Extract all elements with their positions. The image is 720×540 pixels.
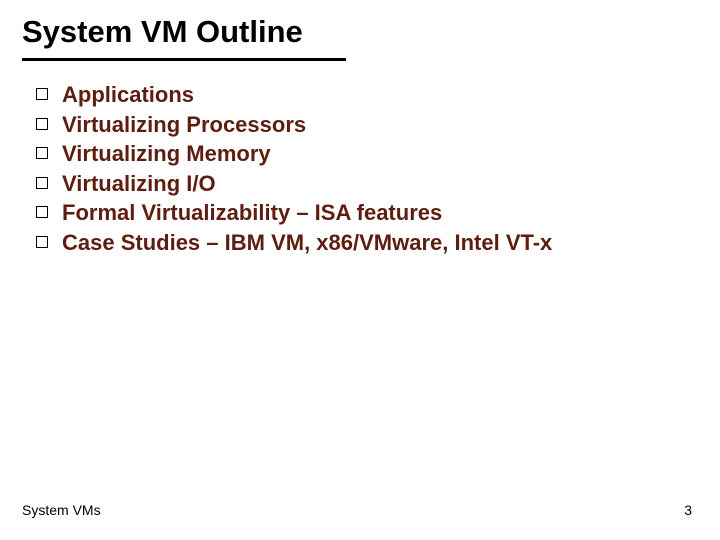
list-item: Virtualizing Processors <box>36 111 698 139</box>
footer: System VMs 3 <box>22 502 692 518</box>
slide-title: System VM Outline <box>22 14 698 52</box>
list-item: Virtualizing I/O <box>36 170 698 198</box>
list-item: Applications <box>36 81 698 109</box>
page-number: 3 <box>684 502 692 518</box>
square-bullet-icon <box>36 236 48 248</box>
bullet-text: Virtualizing Processors <box>62 111 306 139</box>
list-item: Virtualizing Memory <box>36 140 698 168</box>
square-bullet-icon <box>36 118 48 130</box>
footer-left-text: System VMs <box>22 502 101 518</box>
square-bullet-icon <box>36 177 48 189</box>
list-item: Formal Virtualizability – ISA features <box>36 199 698 227</box>
bullet-list: ApplicationsVirtualizing ProcessorsVirtu… <box>22 81 698 256</box>
square-bullet-icon <box>36 88 48 100</box>
bullet-text: Applications <box>62 81 194 109</box>
square-bullet-icon <box>36 147 48 159</box>
list-item: Case Studies – IBM VM, x86/VMware, Intel… <box>36 229 698 257</box>
square-bullet-icon <box>36 206 48 218</box>
bullet-text: Formal Virtualizability – ISA features <box>62 199 442 227</box>
slide: System VM Outline ApplicationsVirtualizi… <box>0 0 720 540</box>
bullet-text: Virtualizing I/O <box>62 170 216 198</box>
title-underline <box>22 58 346 61</box>
bullet-text: Virtualizing Memory <box>62 140 271 168</box>
bullet-text: Case Studies – IBM VM, x86/VMware, Intel… <box>62 229 552 257</box>
